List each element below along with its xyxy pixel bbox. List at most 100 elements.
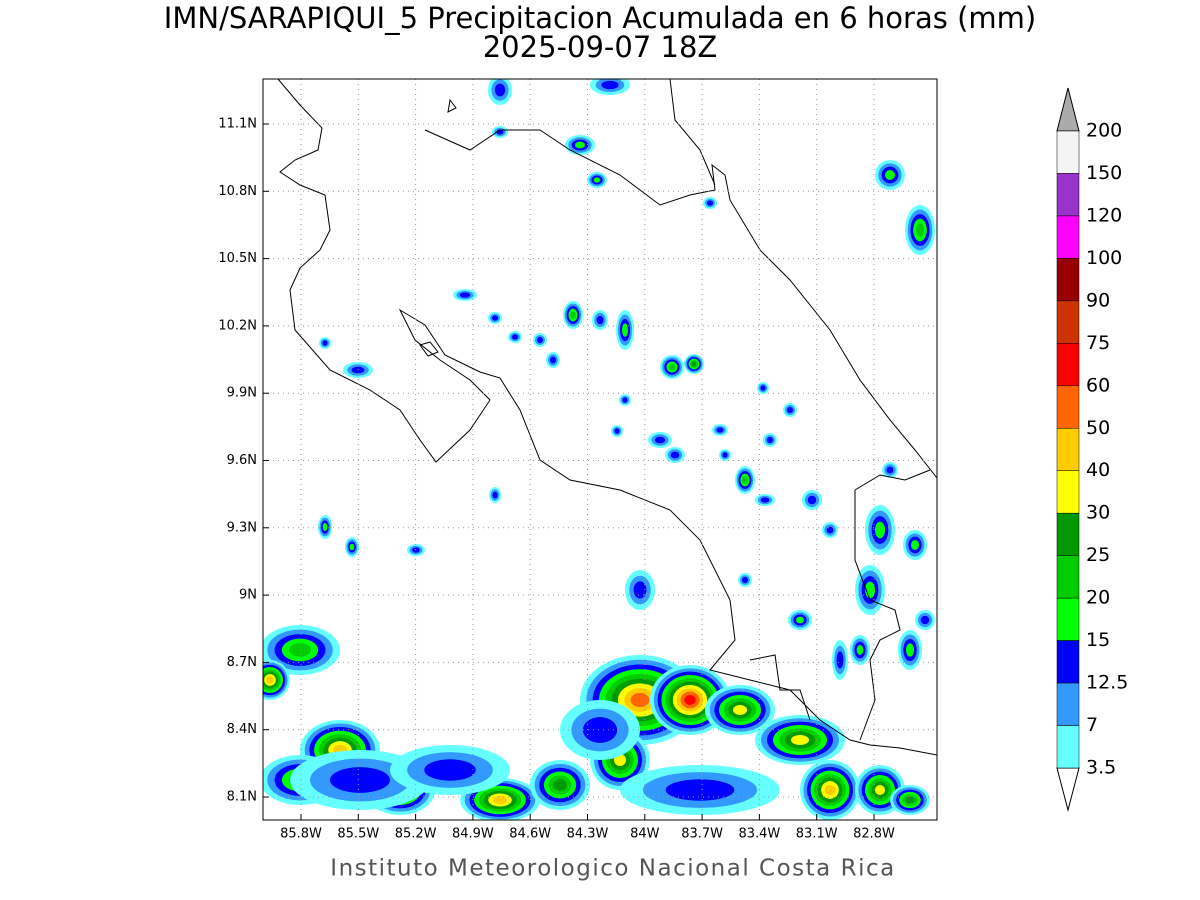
precip-cell xyxy=(875,785,885,795)
lat-tick-label: 10.2N xyxy=(218,318,257,333)
lon-tick-label: 82.8W xyxy=(853,827,895,842)
precip-cell xyxy=(668,363,676,371)
precip-cell xyxy=(791,735,809,745)
precip-cell xyxy=(582,717,618,743)
colorbar-label: 100 xyxy=(1086,247,1122,269)
colorbar-under-triangle xyxy=(1056,767,1080,812)
island xyxy=(419,341,439,357)
lon-tick-label: 83.1W xyxy=(796,827,838,842)
precip-cell xyxy=(322,523,328,531)
colorbar-band xyxy=(1056,512,1080,556)
precip-cell xyxy=(633,581,647,599)
precip-cell xyxy=(289,643,311,657)
precip-cell xyxy=(707,200,713,206)
precip-cell xyxy=(622,397,628,403)
precip-cell xyxy=(601,80,619,90)
precip-cell xyxy=(807,495,817,505)
precip-cell xyxy=(630,692,650,708)
precip-cell xyxy=(684,695,696,705)
precip-cell xyxy=(733,705,747,715)
map-title: IMN/SARAPIQUI_5 Precipitacion Acumulada … xyxy=(164,1,1036,35)
precip-cell xyxy=(492,491,498,499)
colorbar-label: 15 xyxy=(1086,629,1110,651)
precip-cell xyxy=(742,476,748,484)
lon-tick-label: 85.2W xyxy=(395,827,437,842)
precip-cell xyxy=(796,616,804,624)
lat-tick-label: 9N xyxy=(239,588,257,603)
panama-border xyxy=(749,469,931,741)
colorbar-band xyxy=(1056,343,1080,387)
precip-cell xyxy=(906,643,914,657)
colorbar-band xyxy=(1056,300,1080,344)
colorbar-label: 75 xyxy=(1086,332,1110,354)
precip-cell xyxy=(512,334,518,340)
precip-cell xyxy=(459,292,471,298)
nicaragua-border-caribbean-coast xyxy=(424,129,937,479)
colorbar-label: 20 xyxy=(1086,587,1110,609)
graticule: 11.1N 10.8N 10.5N 10.2N 9.9N 9.6N 9.3N 9N 8.7N 8.… xyxy=(218,79,937,842)
precip-cell xyxy=(494,83,506,97)
precip-cell xyxy=(322,340,328,346)
precip-cell xyxy=(670,451,680,459)
precip-cell xyxy=(826,526,834,534)
lon-tick-label: 83.4W xyxy=(738,827,780,842)
lon-tick-label: 84.9W xyxy=(452,827,494,842)
precip-cell xyxy=(351,366,365,374)
precip-cell xyxy=(537,337,543,343)
colorbar-label: 40 xyxy=(1086,459,1110,481)
colorbar-label: 12.5 xyxy=(1086,672,1128,694)
colorbar-label: 150 xyxy=(1086,162,1122,184)
colorbar-band xyxy=(1056,130,1080,174)
colorbar-band xyxy=(1056,555,1080,599)
precip-cell xyxy=(492,315,498,321)
lat-tick-label: 11.1N xyxy=(218,117,257,132)
coastlines xyxy=(277,79,937,756)
colorbar-label: 3.5 xyxy=(1086,757,1116,779)
precip-cell xyxy=(824,784,836,796)
precip-cell xyxy=(885,170,895,180)
island xyxy=(447,98,457,113)
lat-tick-label: 8.4N xyxy=(227,722,257,737)
colorbar: 200 150 120 100 90 75 60 50 40 30 25 20 15 12.5 7 3.5 xyxy=(1056,87,1128,812)
precipitation-field xyxy=(263,79,935,820)
precip-cell xyxy=(654,436,666,444)
precip-cell xyxy=(742,577,748,583)
precip-cell xyxy=(856,645,864,655)
precip-cell xyxy=(691,361,697,367)
colorbar-band xyxy=(1056,215,1080,259)
colorbar-label: 90 xyxy=(1086,289,1110,311)
precip-cell xyxy=(622,323,628,337)
colorbar-band xyxy=(1056,640,1080,684)
precip-cell xyxy=(330,767,390,793)
river-border xyxy=(669,79,716,186)
precip-cell xyxy=(570,311,576,319)
lat-tick-label: 8.7N xyxy=(227,655,257,670)
pacific-coast xyxy=(277,79,937,756)
lon-tick-label: 85.5W xyxy=(337,827,379,842)
footer-credit: Instituto Meteorologico Nacional Costa R… xyxy=(330,856,895,882)
precip-cell xyxy=(905,796,915,804)
map-subtitle: 2025-09-07 18Z xyxy=(483,30,718,64)
precip-cell xyxy=(911,540,919,550)
colorbar-band xyxy=(1056,725,1080,769)
precip-cell xyxy=(722,452,728,458)
lat-tick-label: 8.1N xyxy=(227,790,257,805)
lon-tick-label: 84.3W xyxy=(567,827,609,842)
colorbar-over-triangle xyxy=(1056,87,1080,132)
precip-cell xyxy=(550,356,556,364)
precip-cell xyxy=(492,796,508,804)
colorbar-band xyxy=(1056,173,1080,217)
precip-cell xyxy=(760,497,770,503)
lat-tick-label: 10.8N xyxy=(218,184,257,199)
colorbar-band xyxy=(1056,428,1080,471)
colorbar-label: 30 xyxy=(1086,502,1110,524)
precip-cell xyxy=(760,385,766,391)
colorbar-label: 120 xyxy=(1086,204,1122,226)
colorbar-band xyxy=(1056,597,1080,641)
colorbar-band xyxy=(1056,258,1080,302)
lon-tick-label: 85.8W xyxy=(280,827,322,842)
lon-tick-label: 84W xyxy=(630,827,660,842)
precip-cell xyxy=(349,543,355,551)
map-frame xyxy=(262,78,938,821)
